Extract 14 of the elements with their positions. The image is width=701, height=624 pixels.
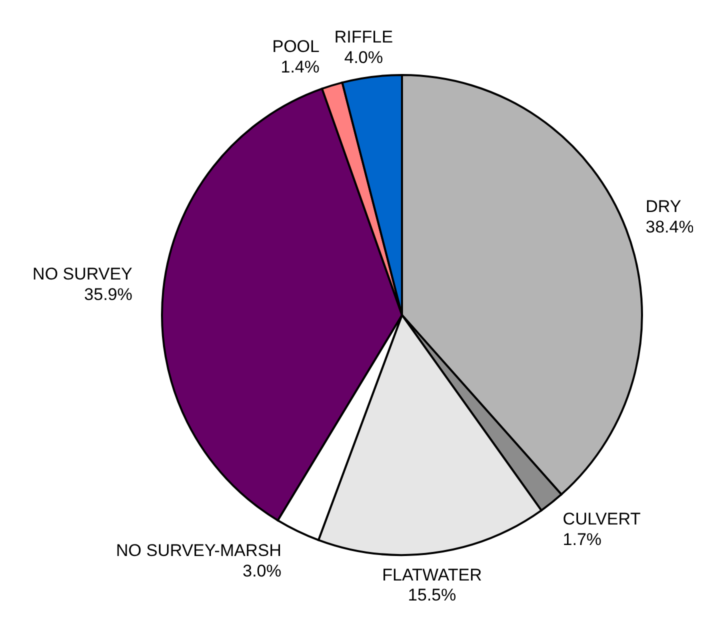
data-label: 3.0%: [242, 562, 282, 581]
data-label: 38.4%: [646, 217, 694, 236]
data-label: 1.7%: [562, 530, 602, 550]
slice-label: NO SURVEY-MARSH: [116, 541, 282, 560]
data-label: 15.5%: [408, 586, 456, 605]
data-label: 35.9%: [84, 284, 132, 304]
slice-label: DRY: [646, 197, 682, 216]
slice-label: RIFFLE: [334, 28, 393, 47]
slice-label: POOL: [272, 37, 320, 56]
data-label: 1.4%: [280, 58, 320, 77]
data-label: 4.0%: [344, 48, 384, 68]
slice-label: NO SURVEY: [32, 264, 132, 284]
slice-label: FLATWATER: [382, 565, 482, 584]
slice-label: CULVERT: [562, 510, 641, 529]
